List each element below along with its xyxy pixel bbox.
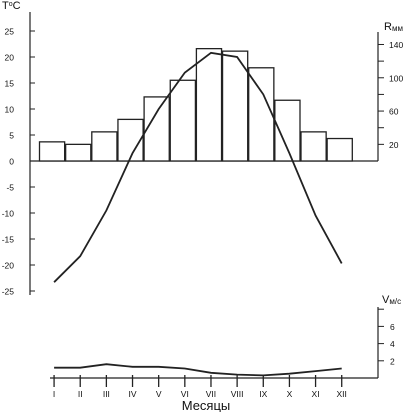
precipitation-bar (169, 79, 197, 162)
precipitation-bar (300, 131, 327, 162)
wind-tick-label: 4 (390, 339, 395, 349)
precipitation-axis-title: Rмм (384, 21, 403, 33)
temperature-axis-title: ToC (2, 0, 21, 12)
precipitation-tick-label: 60 (389, 107, 399, 117)
temperature-tick-label: 15 (5, 79, 15, 89)
precipitation-tick-label: 140 (389, 40, 403, 50)
precipitation-tick-label: 100 (389, 73, 403, 83)
precipitation-bar (326, 137, 353, 162)
temperature-tick-label: 20 (5, 53, 15, 63)
month-tick-label: VII (206, 389, 216, 399)
wind-tick-label: 6 (390, 322, 395, 332)
month-tick-label: VI (181, 389, 189, 399)
precipitation-bar (91, 131, 118, 162)
temperature-tick-label: 10 (5, 105, 15, 115)
month-tick-label: VIII (231, 389, 244, 399)
wind-axis-title: Vм/с (382, 294, 401, 306)
wind-tick-label: 2 (390, 356, 395, 366)
temperature-tick-label: -10 (2, 209, 15, 219)
wind-series-line (54, 363, 342, 377)
x-axis-title: Месяцы (182, 398, 231, 412)
temperature-tick-label: 5 (9, 131, 14, 141)
precipitation-bar (195, 47, 223, 162)
month-tick-label: II (78, 389, 83, 399)
temperature-tick-label: -15 (2, 235, 15, 245)
precipitation-bar (38, 141, 66, 162)
temperature-tick-label: -25 (2, 287, 15, 297)
month-tick-label: III (103, 389, 110, 399)
month-tick-label: V (156, 389, 162, 399)
precipitation-bar (65, 143, 92, 162)
precipitation-bar (221, 50, 249, 162)
month-tick-label: IX (259, 389, 267, 399)
temperature-tick-label: -5 (6, 183, 14, 193)
month-tick-label: IV (129, 389, 137, 399)
month-tick-label: XII (337, 389, 347, 399)
precipitation-bar (117, 118, 144, 162)
month-tick-label: X (287, 389, 293, 399)
month-tick-label: XI (312, 389, 320, 399)
precipitation-bar (143, 96, 170, 162)
precipitation-bar (248, 67, 275, 162)
precipitation-tick-label: 20 (389, 140, 399, 150)
temperature-tick-label: 0 (9, 157, 14, 167)
month-tick-label: I (53, 389, 55, 399)
temperature-tick-label: 25 (5, 27, 15, 37)
temperature-series-line (53, 51, 343, 283)
temperature-tick-label: -20 (2, 261, 15, 271)
